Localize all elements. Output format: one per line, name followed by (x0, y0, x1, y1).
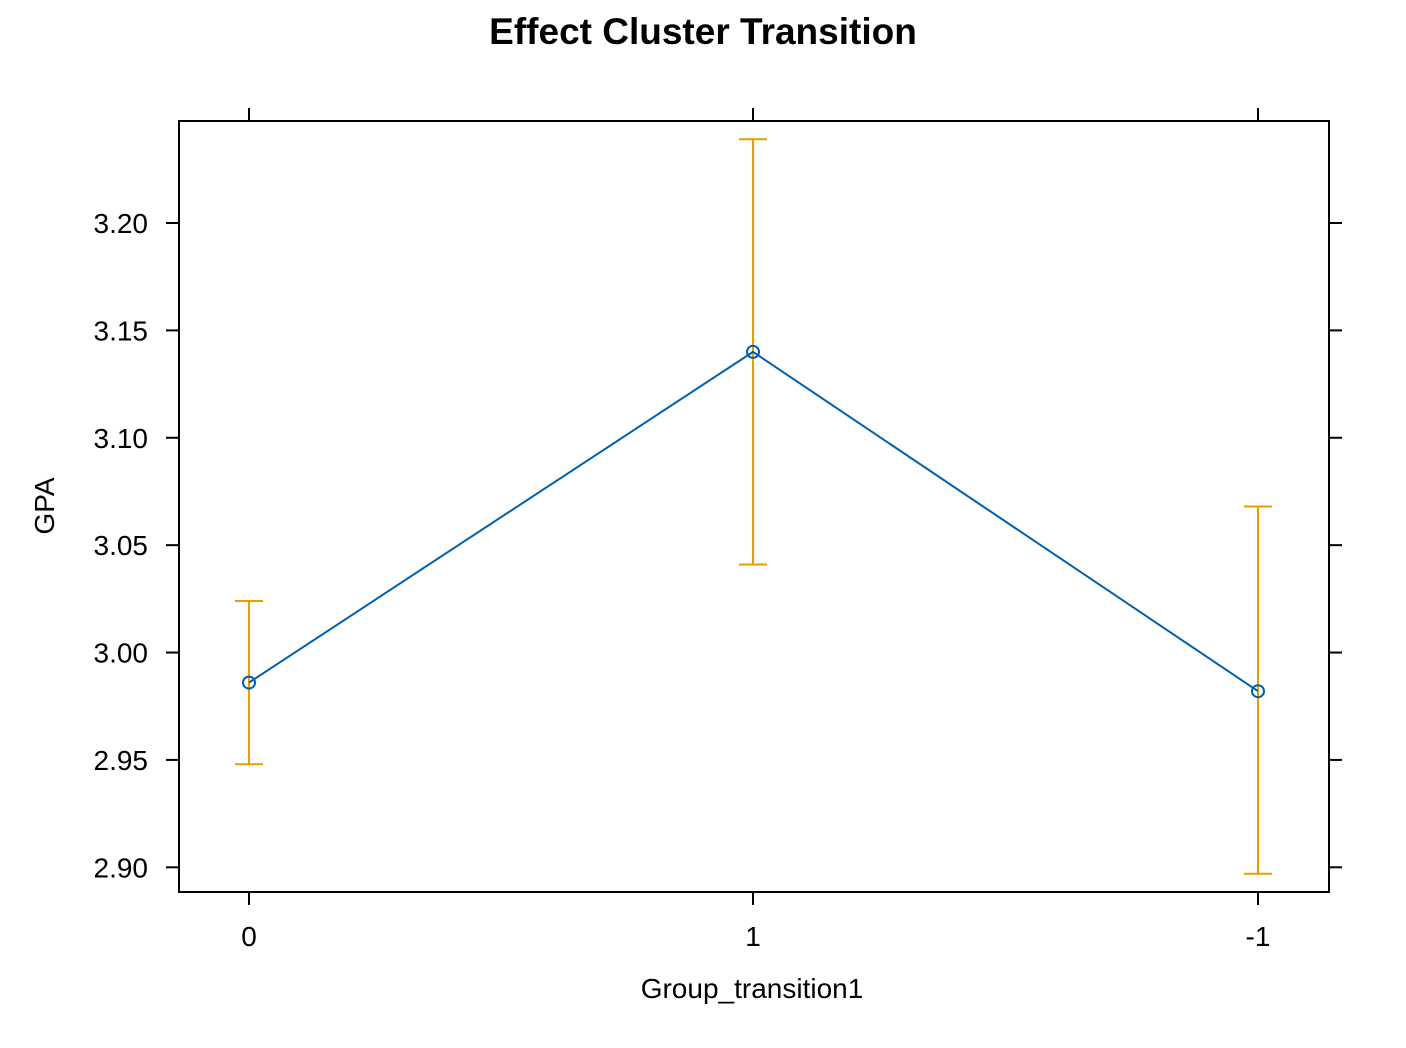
x-tick-label: 0 (241, 921, 257, 952)
error-bars (235, 138, 1272, 875)
y-tick-label: 3.05 (94, 530, 149, 561)
y-tick-label: 2.95 (94, 745, 149, 776)
y-tick-label: 3.15 (94, 315, 149, 346)
x-tick-label: -1 (1246, 921, 1271, 952)
series-line (248, 350, 1259, 693)
x-axis-label: Group_transition1 (641, 973, 864, 1004)
y-tick-label: 3.20 (94, 208, 149, 239)
x-axis: 0 1 -1 (241, 108, 1270, 952)
data-point (746, 344, 760, 359)
y-axis: 2.90 2.95 3.00 3.05 3.10 3.15 3.20 (94, 208, 1342, 883)
y-tick-label: 3.00 (94, 638, 149, 669)
y-tick-label: 2.90 (94, 852, 149, 883)
x-tick-label: 1 (745, 921, 761, 952)
chart-title: Effect Cluster Transition (489, 11, 917, 52)
y-axis-label: GPA (29, 477, 60, 534)
data-point (1251, 684, 1265, 699)
series-group (242, 344, 1265, 699)
data-point (242, 675, 256, 690)
y-tick-label: 3.10 (94, 423, 149, 454)
